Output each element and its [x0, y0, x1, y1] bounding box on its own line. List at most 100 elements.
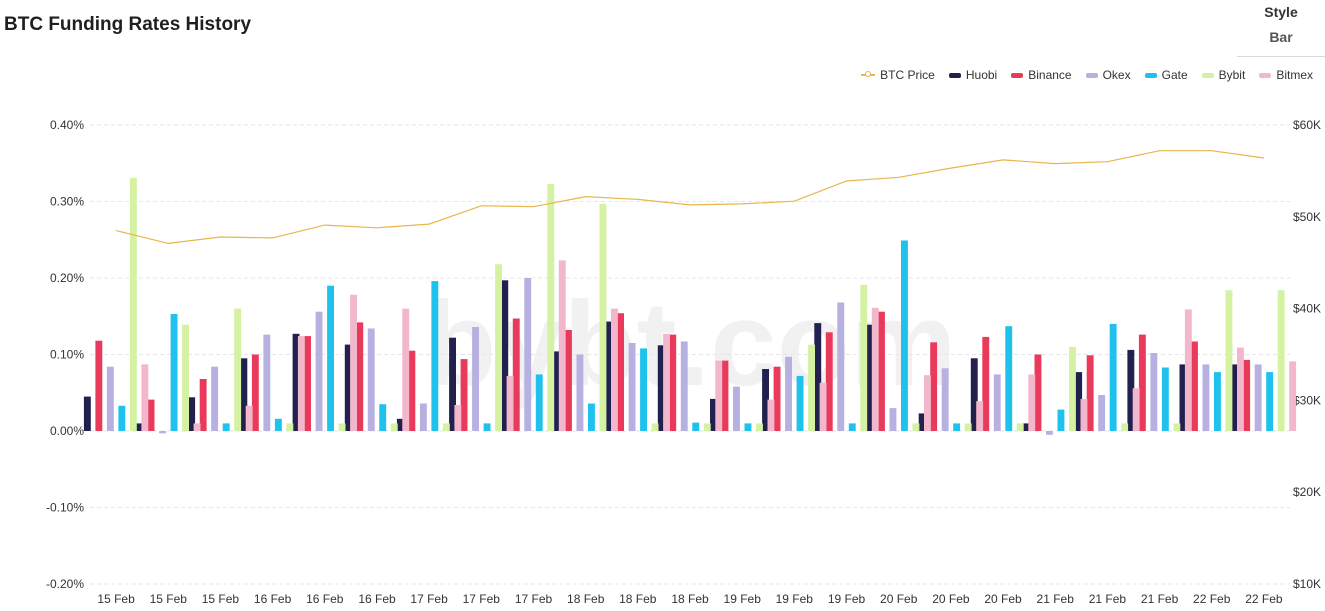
bar-huobi	[1075, 372, 1083, 431]
legend-item-bybit[interactable]: Bybit	[1201, 68, 1245, 82]
bar-okex	[419, 403, 427, 431]
x-tick-label: 21 Feb	[1037, 592, 1075, 606]
bar-gate	[901, 240, 908, 431]
bar-bitmex	[1289, 361, 1297, 431]
bar-huobi	[292, 333, 300, 431]
bar-okex	[576, 354, 584, 431]
bar-bybit	[442, 423, 450, 431]
bar-okex	[1046, 431, 1053, 435]
bar-bitmex	[871, 307, 879, 431]
bar-bybit	[964, 423, 972, 431]
x-tick-label: 21 Feb	[1141, 592, 1179, 606]
bar-bitmex	[141, 364, 149, 431]
bar-bybit	[1016, 423, 1024, 431]
bar-huobi	[970, 358, 978, 431]
x-tick-label: 20 Feb	[880, 592, 918, 606]
bar-bybit	[338, 423, 346, 431]
bar-bitmex	[558, 260, 566, 431]
bar-series	[83, 177, 1297, 435]
bar-bitmex	[611, 308, 618, 431]
bar-okex	[680, 341, 688, 431]
bar-okex	[733, 386, 740, 431]
legend-label-gate: Gate	[1161, 68, 1188, 82]
bar-huobi	[83, 396, 91, 431]
bar-huobi	[501, 280, 509, 431]
bar-binance	[565, 330, 572, 431]
y-tick-label: 0.10%	[50, 348, 84, 362]
bar-gate	[1214, 372, 1221, 431]
legend-item-gate[interactable]: Gate	[1144, 68, 1188, 82]
bar-binance	[878, 311, 885, 431]
bar-gate	[118, 405, 126, 431]
bar-bitmex	[1237, 347, 1244, 431]
legend-item-bitmex[interactable]: Bitmex	[1259, 68, 1313, 82]
legend-swatch-btc-price	[861, 71, 876, 77]
bar-gate	[1161, 367, 1169, 431]
bar-gate	[483, 423, 491, 431]
bar-bitmex	[1184, 309, 1192, 431]
bar-binance	[669, 334, 677, 431]
bar-binance	[408, 350, 416, 431]
bar-bybit	[756, 423, 763, 431]
y2-tick-label: $30K	[1293, 393, 1321, 407]
bar-huobi	[918, 413, 926, 431]
bar-huobi	[1127, 349, 1135, 431]
bar-huobi	[605, 321, 613, 431]
bar-huobi	[449, 337, 456, 431]
bar-okex	[1150, 353, 1158, 431]
legend-label-binance: Binance	[1028, 68, 1072, 82]
bar-bybit	[286, 423, 294, 431]
bar-bitmex	[1080, 398, 1088, 431]
bar-bitmex	[924, 375, 931, 431]
x-tick-label: 15 Feb	[202, 592, 240, 606]
bar-gate	[1266, 372, 1274, 431]
legend-swatch-huobi	[948, 72, 961, 78]
legend-item-huobi[interactable]: Huobi	[948, 68, 998, 82]
bar-bybit	[1277, 290, 1285, 431]
bar-bybit	[390, 423, 398, 431]
bar-binance	[95, 340, 103, 431]
legend-item-okex[interactable]: Okex	[1085, 68, 1131, 82]
bar-binance	[1138, 334, 1146, 431]
bar-gate	[744, 423, 752, 431]
bar-bybit	[495, 264, 502, 431]
bar-binance	[982, 336, 990, 431]
legend-swatch-bybit	[1201, 72, 1214, 78]
legend-label-btc-price: BTC Price	[880, 68, 935, 82]
btc-price-line	[115, 150, 1264, 245]
bar-huobi	[866, 324, 874, 431]
bar-gate	[431, 281, 439, 431]
bar-binance	[147, 399, 155, 431]
y-tick-label: 0.00%	[50, 424, 84, 438]
bar-okex	[159, 431, 166, 434]
bar-bybit	[1121, 423, 1129, 431]
bar-binance	[1034, 354, 1042, 431]
bar-binance	[721, 360, 729, 431]
legend-swatch-gate	[1144, 72, 1157, 78]
x-tick-label: 18 Feb	[671, 592, 709, 606]
bar-bybit	[860, 284, 868, 431]
bar-bitmex	[1132, 388, 1140, 431]
bar-okex	[1202, 364, 1210, 431]
bar-bitmex	[245, 405, 253, 431]
bar-huobi	[188, 397, 196, 431]
legend-item-binance[interactable]: Binance	[1011, 68, 1072, 82]
style-value-bar[interactable]: Bar	[1269, 29, 1293, 45]
bar-binance	[1191, 341, 1198, 431]
bar-binance	[460, 359, 468, 431]
x-tick-label: 15 Feb	[150, 592, 188, 606]
bar-gate	[327, 285, 334, 431]
bar-binance	[825, 332, 833, 431]
x-axis-ticks: 15 Feb 15 Feb 15 Feb 16 Feb 16 Feb 16 Feb 17 F…	[97, 592, 1282, 606]
legend-label-okex: Okex	[1102, 68, 1131, 82]
legend-label-huobi: Huobi	[965, 68, 998, 82]
bar-okex	[211, 366, 219, 431]
style-selector[interactable]: Style Bar	[1237, 4, 1325, 57]
bar-okex	[367, 328, 375, 431]
bar-huobi	[1023, 423, 1030, 431]
x-tick-label: 16 Feb	[306, 592, 344, 606]
bar-binance	[199, 379, 207, 431]
y-tick-label: -0.20%	[46, 577, 84, 591]
legend-item-btc-price[interactable]: BTC Price	[861, 68, 935, 82]
